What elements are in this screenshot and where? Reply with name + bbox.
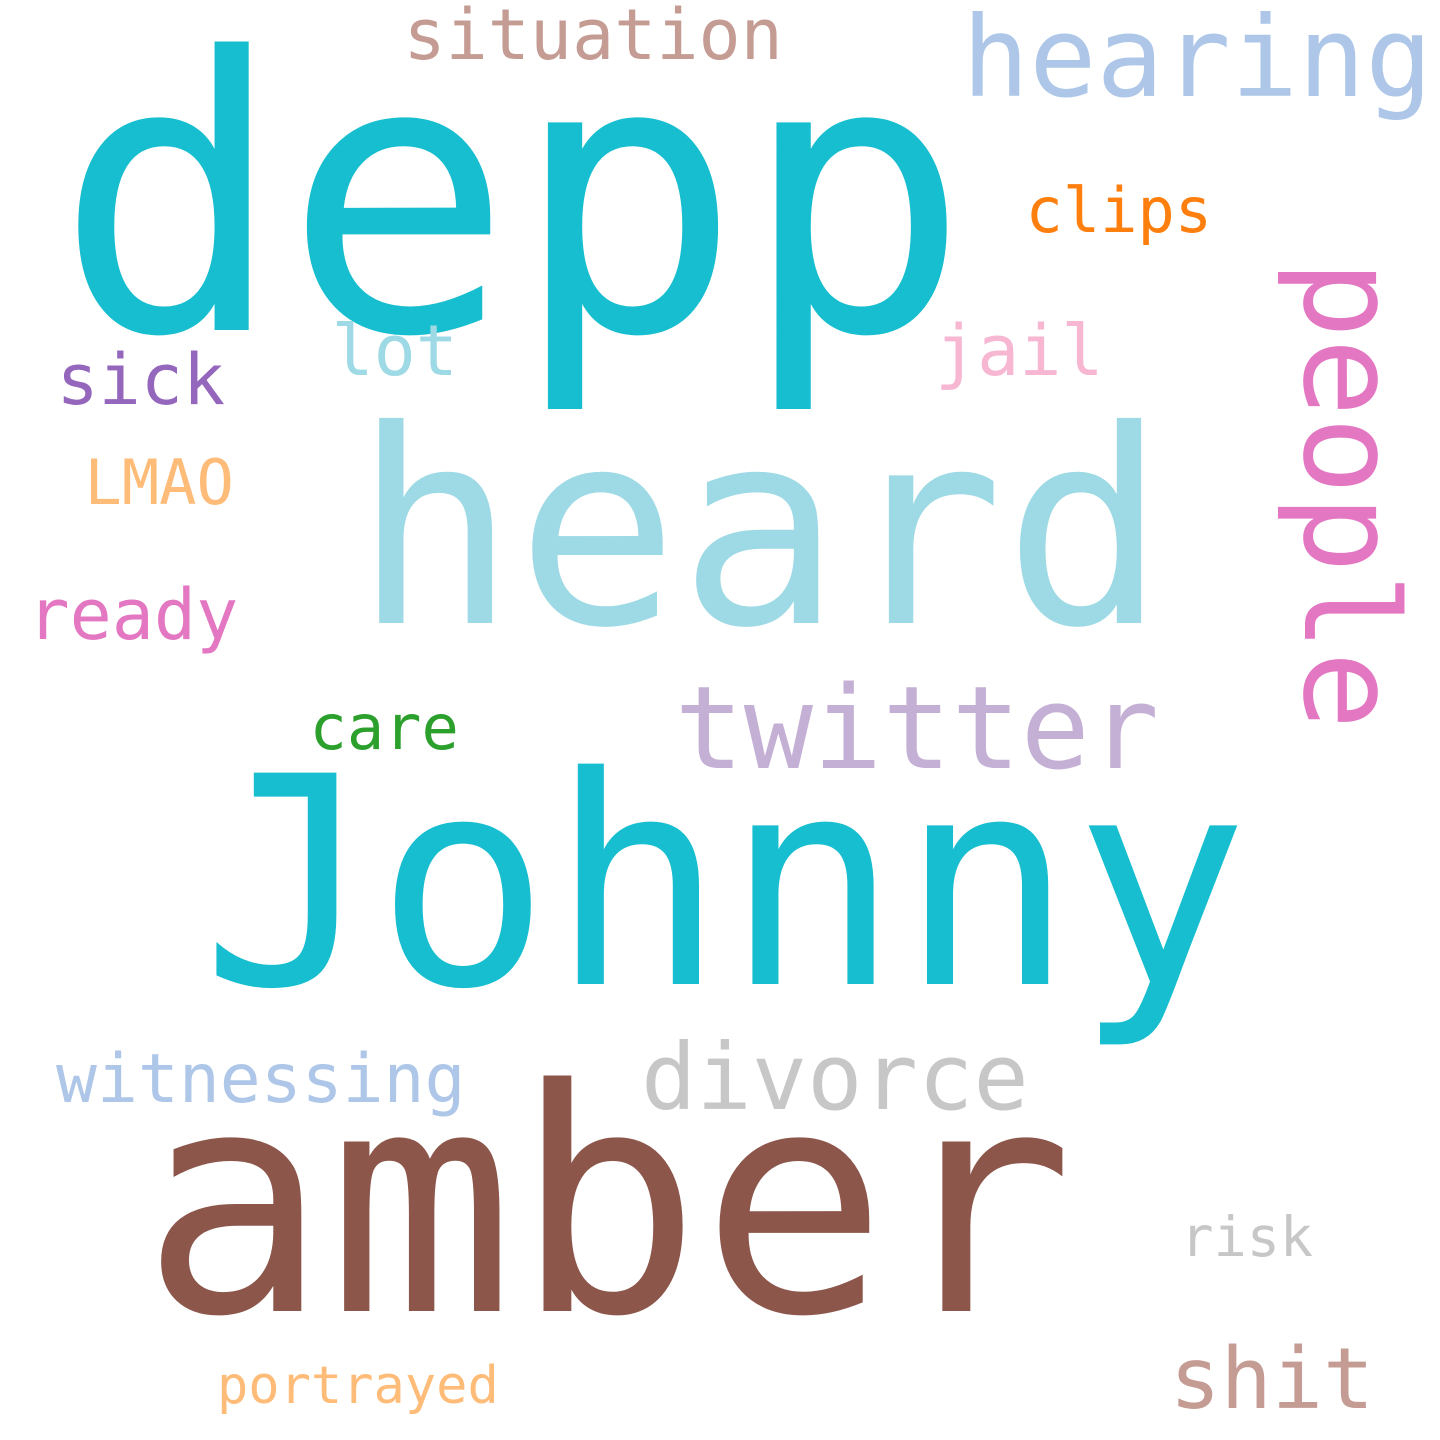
word-situation: situation [403,0,783,76]
word-johnny: Johnny [201,716,1249,1053]
word-sick: sick [56,339,226,421]
word-risk: risk [1180,1205,1313,1269]
word-portrayed: portrayed [217,1356,499,1416]
word-clips: clips [1025,174,1213,247]
word-shit: shit [1169,1330,1375,1429]
word-amber: amber [141,1024,1075,1385]
word-witnessing: witnessing [56,1040,466,1119]
word-jail: jail [935,310,1104,392]
word-care: care [309,691,459,764]
word-depp: depp [55,0,970,420]
word-lot: lot [331,310,458,392]
word-heard: heard [353,372,1167,687]
word-twitter: twitter [674,662,1160,796]
word-divorce: divorce [641,1024,1029,1131]
word-lmao: LMAO [84,446,234,519]
word-people: people [1274,260,1426,730]
word-ready: ready [27,574,239,656]
word-hearing: hearing [962,0,1433,123]
